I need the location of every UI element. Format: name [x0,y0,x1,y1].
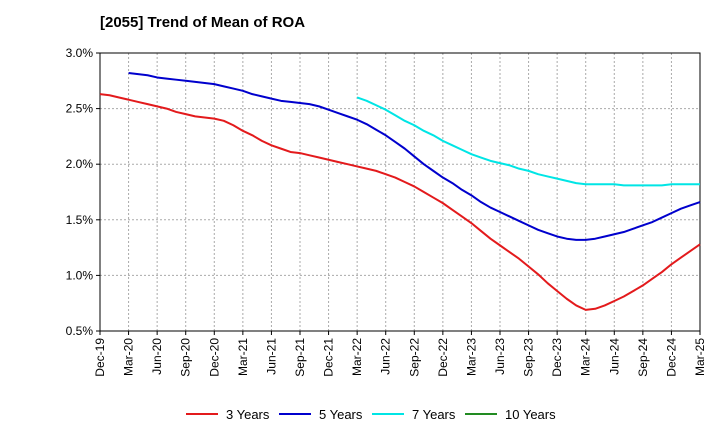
x-tick-label: Jun-22 [379,338,393,375]
y-tick-label: 1.5% [66,213,94,227]
y-tick-label: 2.5% [66,102,94,116]
series-lines [99,72,701,311]
x-tick-label: Sep-24 [636,338,650,377]
series-line-7-years [356,96,700,187]
x-tick-label: Sep-23 [522,338,536,377]
x-tick-label: Mar-23 [464,338,478,376]
legend-label-3-years: 3 Years [226,407,270,422]
grid-lines [99,52,701,332]
x-tick-label: Jun-20 [150,338,164,375]
x-tick-label: Mar-22 [350,338,364,376]
y-tick-label: 3.0% [66,46,94,60]
y-tick-label: 1.0% [66,268,94,282]
x-tick-label: Mar-20 [122,338,136,376]
y-tick-label: 0.5% [66,324,94,338]
legend: 3 Years 5 Years 7 Years 10 Years [186,407,556,422]
x-tick-label: Mar-24 [579,338,593,376]
x-tick-label: Jun-23 [493,338,507,375]
x-tick-label: Dec-20 [207,338,221,377]
legend-label-5-years: 5 Years [319,407,363,422]
legend-label-7-years: 7 Years [412,407,456,422]
x-tick-label: Dec-21 [322,338,336,377]
x-tick-label: Jun-21 [264,338,278,375]
x-tick-label: Dec-24 [664,338,678,377]
legend-label-10-years: 10 Years [505,407,556,422]
x-tick-label: Mar-25 [693,338,707,376]
x-axis: Dec-19 Mar-20 Jun-20 Sep-20 Dec-20 Mar-21 Jun-… [93,331,707,377]
x-tick-label: Sep-22 [407,338,421,377]
x-tick-label: Dec-22 [436,338,450,377]
x-tick-label: Dec-19 [93,338,107,377]
x-tick-label: Sep-20 [179,338,193,377]
plot-area-frame [99,52,701,332]
x-tick-label: Mar-21 [236,338,250,376]
x-tick-label: Sep-21 [293,338,307,377]
y-tick-label: 2.0% [66,157,94,171]
series-line-3-years [99,93,701,311]
series-line-5-years [128,72,701,241]
y-axis: 0.5% 1.0% 1.5% 2.0% 2.5% 3.0% [66,46,100,338]
x-tick-label: Dec-23 [550,338,564,377]
chart-title: [2055] Trend of Mean of ROA [100,14,306,31]
x-tick-label: Jun-24 [607,338,621,375]
